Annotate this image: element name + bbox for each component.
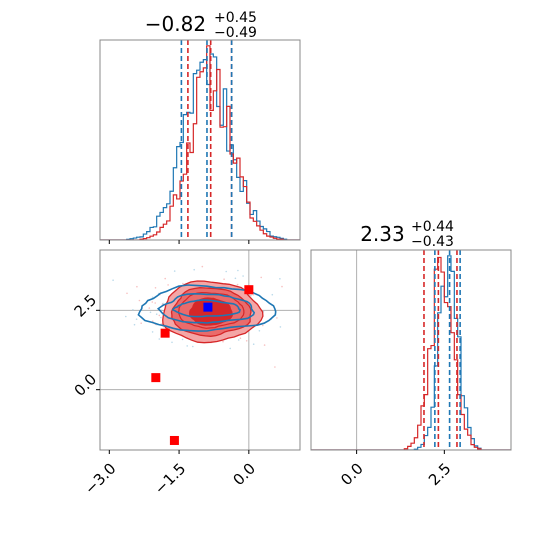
- scatter-point: [225, 270, 227, 273]
- blue-marker: [203, 302, 213, 312]
- scatter-point: [135, 318, 138, 321]
- scatter-point: [136, 285, 138, 288]
- scatter-point: [237, 339, 240, 341]
- scatter-point: [250, 294, 252, 297]
- scatter-point: [154, 302, 156, 304]
- right-title-value: 2.33: [360, 222, 405, 246]
- scatter-point: [126, 292, 128, 295]
- scatter-point: [140, 322, 142, 325]
- top-title: −0.82 +0.45 −0.49: [145, 7, 262, 41]
- red-marker-3: [169, 435, 179, 445]
- blue-contour-level-2: [171, 299, 242, 318]
- scatter-point: [274, 366, 276, 368]
- scatter-point: [239, 337, 242, 340]
- top-title-lower: −0.49: [214, 25, 257, 41]
- scatter-point: [171, 341, 173, 344]
- contour-xtick-label-2: 0.0: [229, 460, 259, 490]
- contour-panel: −3.0 −1.5 0.0 0.0 2.5: [71, 249, 314, 498]
- scatter-point: [151, 331, 154, 333]
- scatter-point: [151, 296, 154, 299]
- top-histogram-panel: [99, 39, 301, 244]
- red-contour-outline: [177, 291, 245, 329]
- scatter-point: [271, 293, 274, 296]
- scatter-point: [237, 269, 239, 272]
- scatter-point: [262, 324, 264, 327]
- right-xtick-label-0: 0.0: [337, 460, 367, 490]
- scatter-point: [192, 345, 194, 348]
- scatter-point: [138, 299, 141, 302]
- scatter-point: [245, 340, 248, 342]
- scatter-point: [186, 345, 188, 347]
- scatter-point: [236, 283, 239, 286]
- scatter-point: [312, 286, 314, 288]
- scatter-point: [281, 285, 283, 288]
- scatter-point: [222, 340, 224, 343]
- contour-xtick-label-1: −1.5: [151, 460, 189, 498]
- scatter-point: [152, 320, 154, 323]
- scatter-point: [148, 307, 151, 309]
- scatter-point: [252, 293, 255, 296]
- red-marker-1: [160, 328, 170, 338]
- scatter-point: [193, 268, 195, 271]
- scatter-point: [149, 311, 152, 314]
- scatter-point: [132, 309, 134, 311]
- scatter-point: [252, 343, 255, 346]
- scatter-point: [260, 276, 263, 279]
- scatter-point: [155, 313, 158, 316]
- scatter-point: [158, 338, 161, 340]
- right-panel-frame: [310, 249, 512, 451]
- contour-xtick-label-0: −3.0: [81, 460, 119, 498]
- right-histogram-panel: 0.0 2.5: [310, 249, 512, 490]
- right-title: 2.33 +0.44 −0.43: [360, 216, 459, 250]
- scatter-point: [276, 317, 278, 319]
- scatter-point: [125, 315, 127, 318]
- scatter-point: [162, 302, 164, 305]
- red-marker-0: [244, 285, 254, 295]
- scatter-point: [112, 279, 114, 282]
- contour-ytick-label-1: 2.5: [71, 291, 101, 321]
- contour-ytick-label-0: 0.0: [71, 370, 101, 400]
- scatter-point: [160, 316, 162, 319]
- top-hist-series-1: [100, 53, 300, 240]
- scatter-point: [164, 277, 166, 280]
- top-hist-series-0: [100, 45, 300, 240]
- scatter-point: [133, 323, 136, 326]
- top-title-upper: +0.45: [214, 10, 257, 26]
- scatter-point: [242, 275, 244, 277]
- right-hist-series-1: [311, 255, 511, 450]
- blue-contour-level-1: [156, 292, 256, 324]
- scatter-point: [151, 301, 154, 303]
- right-hist-series-0: [311, 256, 511, 450]
- top-panel-frame: [99, 39, 301, 241]
- scatter-point: [167, 284, 169, 286]
- red-marker-2: [151, 373, 161, 383]
- blue-contour-level-0: [137, 284, 277, 332]
- right-title-upper: +0.44: [411, 219, 454, 235]
- scatter-point: [158, 314, 161, 317]
- scatter-point: [182, 282, 184, 285]
- contour-panel-frame: [99, 249, 301, 451]
- scatter-point: [279, 326, 282, 328]
- scatter-point: [279, 278, 281, 280]
- scatter-point: [173, 270, 176, 272]
- scatter-point: [263, 344, 266, 346]
- scatter-point: [154, 287, 157, 289]
- right-title-lower: −0.43: [411, 234, 454, 250]
- scatter-point: [223, 278, 225, 281]
- scatter-point: [229, 347, 231, 350]
- scatter-point: [234, 277, 237, 280]
- top-title-value: −0.82: [145, 12, 206, 36]
- right-xtick-label-1: 2.5: [425, 460, 455, 490]
- scatter-point: [201, 265, 204, 268]
- scatter-point: [181, 338, 184, 341]
- scatter-point: [258, 330, 261, 332]
